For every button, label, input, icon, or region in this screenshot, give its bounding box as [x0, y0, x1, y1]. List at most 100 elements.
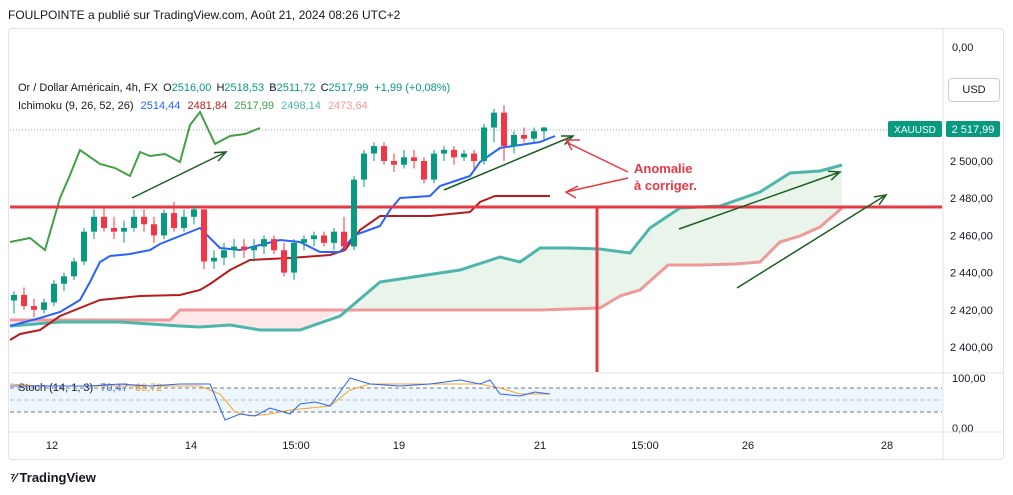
time-tick-label: 15:00 [631, 440, 659, 452]
candle-down [421, 161, 427, 180]
candle-down [21, 294, 27, 307]
candle-up [91, 216, 97, 232]
ticker-badge-price-bg [946, 121, 1000, 137]
time-tick-label: 26 [742, 440, 754, 452]
low-label: B [269, 82, 277, 94]
price-axis-top-label: 0,00 [952, 42, 973, 54]
candle-up [311, 235, 317, 240]
candle-down [111, 227, 117, 232]
candle-up [161, 213, 167, 236]
ichimoku-cloud-bullish [340, 165, 842, 316]
candle-up [491, 112, 497, 128]
candle-up [81, 231, 87, 262]
annotation-arrow-down [564, 177, 629, 199]
time-tick-label: 15:00 [282, 440, 310, 452]
candle-up [131, 216, 137, 228]
candle-up [71, 261, 77, 277]
candle-up [401, 157, 407, 165]
currency-button[interactable]: USD [948, 78, 1000, 102]
candle-down [451, 149, 457, 158]
tradingview-logo[interactable]: ⁷⁄ TradingView [10, 470, 96, 485]
tradingview-wordmark: TradingView [19, 470, 96, 485]
candle-up [481, 127, 487, 161]
candle-up [211, 257, 217, 262]
stoch-k-line [10, 377, 551, 421]
ichimoku-chikou-line [9, 110, 261, 252]
ticker-badge-price: 2 517,99 [952, 124, 995, 136]
candle-up [361, 153, 367, 180]
candle-up [441, 149, 447, 154]
candle-down [471, 153, 477, 161]
candle-up [531, 131, 537, 139]
candle-up [181, 216, 187, 228]
candle-up [51, 283, 57, 303]
time-tick-label: 12 [46, 440, 58, 452]
candle-down [501, 112, 507, 147]
trend-arrow [443, 135, 574, 191]
candle-up [251, 246, 257, 251]
time-tick-label: 21 [534, 440, 546, 452]
ichimoku-span-b-value: 2473,64 [327, 100, 368, 112]
ichimoku-legend: Ichimoku (9, 26, 52, 26) 2514,44 2481,84… [18, 100, 368, 112]
trend-arrow [131, 151, 227, 199]
high-value: 2518,53 [224, 82, 265, 94]
candle-up [351, 179, 357, 247]
candle-down [171, 213, 177, 228]
candle-down [281, 250, 287, 273]
price-tick-label: 2 420,00 [950, 305, 993, 317]
candle-up [61, 276, 67, 284]
price-tick-label: 2 400,00 [950, 342, 993, 354]
candle-up [11, 294, 17, 301]
candle-down [521, 134, 527, 139]
ichimoku-tenkan-line [9, 135, 556, 327]
open-value: 2516,00 [171, 82, 212, 94]
trend-arrow-head [827, 170, 842, 181]
stoch-tick-label: 100,00 [952, 373, 986, 385]
candle-down [101, 216, 107, 228]
candle-up [301, 239, 307, 243]
candle-down [391, 161, 397, 165]
change-value: +1,99 (+0,08%) [374, 82, 451, 94]
price-tick-label: 2 480,00 [950, 193, 993, 205]
ticker-badge-symbol-bg [888, 121, 942, 137]
candle-up [231, 246, 237, 251]
candle-down [241, 246, 247, 251]
candle-up [331, 231, 337, 243]
candle-down [271, 239, 277, 251]
ichimoku-kijun-line [9, 195, 550, 341]
ichimoku-chikou-value: 2517,99 [234, 100, 275, 112]
trend-arrow [678, 171, 841, 230]
price-tick-label: 2 500,00 [950, 156, 993, 168]
symbol-legend: Or / Dollar Américain, 4h, FX O2516,00 H… [18, 82, 450, 94]
close-label: C [320, 82, 329, 94]
candle-up [541, 127, 547, 132]
ichimoku-cloud-bearish [10, 310, 340, 330]
candle-down [201, 209, 207, 262]
candle-up [431, 153, 437, 180]
time-tick-label: 19 [393, 440, 405, 452]
candle-up [41, 302, 47, 310]
stoch-tick-label: 0,00 [952, 423, 973, 435]
candle-down [151, 224, 157, 236]
annotation-text: Anomalie [634, 161, 693, 176]
candle-up [191, 209, 197, 217]
trend-arrow-head [874, 193, 888, 206]
ichimoku-span-a-value: 2498,14 [281, 100, 321, 112]
candle-down [381, 146, 387, 161]
candle-down [341, 231, 347, 247]
candle-up [261, 239, 267, 247]
candle-up [121, 227, 127, 232]
candle-down [321, 235, 327, 243]
tradingview-logo-icon: ⁷⁄ [10, 470, 16, 485]
candle-up [511, 134, 517, 147]
ichimoku-label[interactable]: Ichimoku (9, 26, 52, 26) [18, 100, 134, 112]
time-tick-label: 28 [881, 440, 893, 452]
chart-pane[interactable] [8, 28, 1004, 460]
ichimoku-span-b-line [10, 206, 843, 322]
symbol-name[interactable]: Or / Dollar Américain, 4h, FX [18, 82, 158, 94]
candle-down [141, 216, 147, 225]
annotation-text: à corriger. [634, 178, 697, 193]
candle-down [31, 306, 37, 310]
